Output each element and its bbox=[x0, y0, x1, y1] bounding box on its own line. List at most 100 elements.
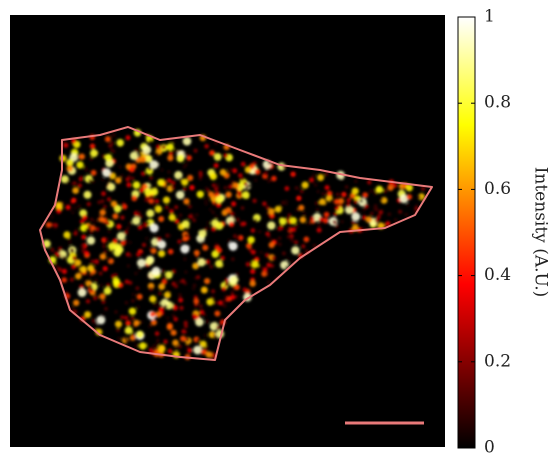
spot bbox=[167, 178, 172, 183]
spot bbox=[74, 259, 82, 267]
spot bbox=[220, 255, 225, 261]
spot bbox=[295, 208, 299, 212]
spot bbox=[344, 185, 349, 189]
spot bbox=[129, 151, 139, 160]
spot bbox=[156, 237, 162, 242]
spot bbox=[178, 177, 182, 181]
spot bbox=[253, 218, 258, 223]
spot bbox=[168, 151, 174, 156]
spot bbox=[120, 315, 125, 320]
spot bbox=[209, 322, 219, 331]
spot bbox=[153, 302, 157, 307]
spot bbox=[128, 280, 133, 285]
spot bbox=[362, 208, 366, 212]
spot bbox=[274, 205, 282, 213]
spot bbox=[75, 272, 82, 280]
spot bbox=[227, 238, 231, 243]
spot bbox=[290, 238, 294, 243]
spot bbox=[125, 135, 131, 141]
spot bbox=[167, 248, 174, 255]
spot bbox=[204, 278, 211, 285]
spot bbox=[321, 192, 326, 196]
spot bbox=[130, 176, 135, 181]
spot bbox=[203, 333, 207, 338]
spot bbox=[129, 166, 135, 173]
spot bbox=[84, 168, 89, 172]
spot bbox=[369, 189, 373, 193]
spot bbox=[125, 320, 131, 327]
cell-outline bbox=[39, 126, 433, 361]
spot bbox=[126, 182, 132, 188]
spot bbox=[140, 320, 144, 324]
spot bbox=[315, 208, 320, 212]
spot bbox=[137, 225, 143, 230]
spot bbox=[107, 229, 111, 233]
spot bbox=[124, 301, 129, 305]
spot bbox=[72, 255, 77, 261]
spot bbox=[107, 182, 116, 192]
spot bbox=[174, 347, 178, 351]
spot bbox=[237, 192, 243, 197]
spot bbox=[175, 190, 185, 200]
spot bbox=[101, 299, 106, 304]
spot bbox=[291, 227, 297, 233]
spot bbox=[245, 186, 249, 190]
spot bbox=[242, 287, 248, 293]
spot bbox=[251, 260, 259, 269]
spot bbox=[214, 215, 219, 219]
spot bbox=[257, 230, 262, 234]
spot bbox=[167, 289, 171, 293]
spot bbox=[169, 209, 174, 214]
spot bbox=[158, 216, 165, 222]
spot bbox=[218, 322, 222, 326]
spot bbox=[158, 344, 166, 352]
spot bbox=[136, 252, 141, 257]
spot bbox=[116, 232, 126, 241]
spot bbox=[131, 331, 135, 336]
spot bbox=[195, 213, 199, 217]
spot bbox=[379, 209, 384, 214]
spot bbox=[160, 269, 165, 273]
spot bbox=[324, 185, 330, 191]
spot bbox=[376, 214, 381, 220]
tick-label: 0 bbox=[484, 438, 495, 458]
spot bbox=[94, 322, 99, 326]
spot bbox=[249, 280, 256, 287]
spot bbox=[78, 176, 84, 182]
spot bbox=[94, 278, 98, 283]
spot bbox=[379, 197, 383, 201]
spot bbox=[334, 206, 340, 211]
spot bbox=[118, 165, 122, 169]
spot bbox=[279, 217, 287, 226]
spot bbox=[387, 184, 394, 191]
spot bbox=[340, 220, 344, 224]
spot bbox=[405, 184, 413, 192]
spot bbox=[67, 237, 72, 241]
spot bbox=[166, 316, 170, 320]
spot bbox=[102, 204, 107, 209]
spot bbox=[406, 194, 413, 200]
spot bbox=[157, 301, 161, 306]
spot bbox=[130, 316, 135, 321]
spot bbox=[50, 215, 54, 219]
spot bbox=[88, 284, 93, 288]
spot bbox=[392, 183, 398, 188]
spot bbox=[228, 241, 238, 251]
spot bbox=[218, 300, 223, 306]
spot bbox=[156, 338, 160, 343]
spot bbox=[387, 212, 392, 216]
spot bbox=[345, 205, 354, 215]
spot bbox=[282, 251, 286, 256]
spot bbox=[204, 345, 209, 350]
spot bbox=[224, 294, 228, 299]
spot bbox=[198, 229, 207, 238]
spot bbox=[137, 258, 146, 268]
spot bbox=[152, 197, 156, 201]
spot bbox=[161, 145, 166, 150]
spot bbox=[136, 293, 143, 300]
spot bbox=[126, 264, 131, 268]
spot bbox=[205, 225, 209, 230]
spot bbox=[294, 186, 299, 190]
spot bbox=[199, 340, 207, 348]
